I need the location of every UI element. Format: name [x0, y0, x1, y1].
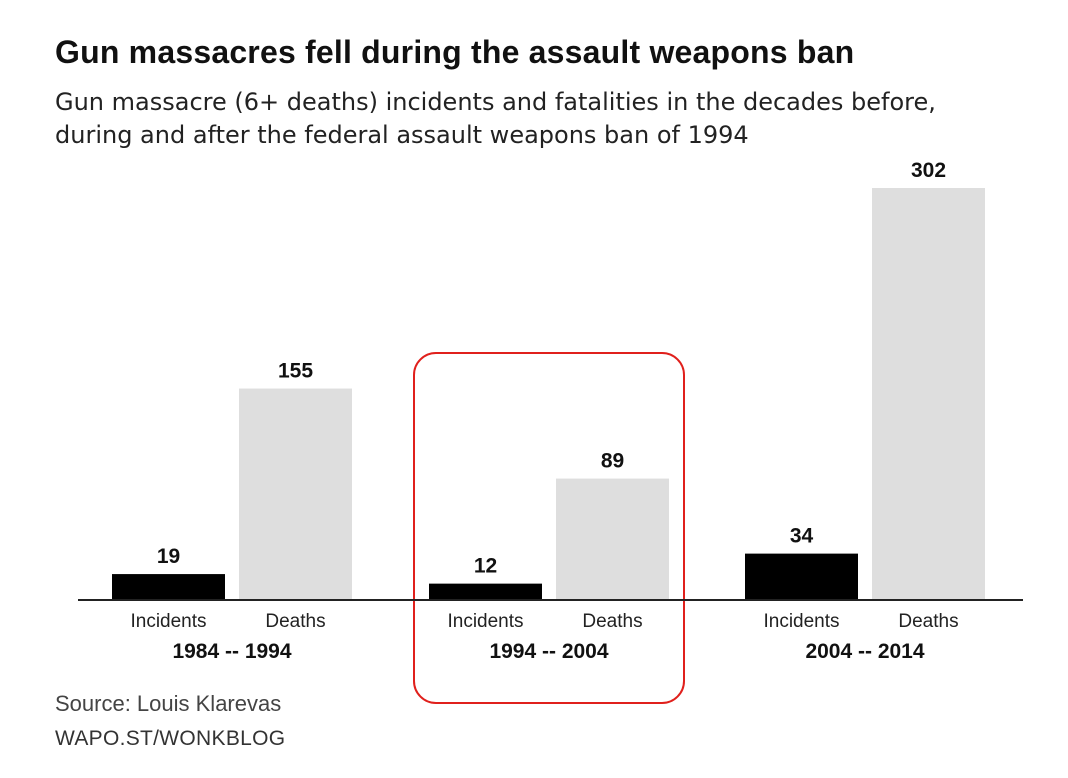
source-note: Source: Louis Klarevas [55, 691, 282, 716]
category-label-1: 1984 -- 1994 [172, 640, 291, 663]
value-label-deaths-2: 89 [601, 450, 624, 473]
series-label-deaths-3: Deaths [898, 611, 958, 632]
value-label-deaths-1: 155 [278, 360, 313, 383]
bar-incidents-3 [745, 553, 858, 600]
value-label-deaths-3: 302 [911, 159, 946, 182]
value-label-incidents-1: 19 [157, 545, 180, 568]
series-label-deaths-1: Deaths [265, 611, 325, 632]
bar-incidents-1 [112, 574, 225, 600]
chart-title: Gun massacres fell during the assault we… [55, 34, 855, 70]
series-label-incidents-2: Incidents [447, 611, 523, 632]
bar-deaths-1 [239, 388, 352, 600]
bar-incidents-2 [429, 583, 542, 600]
category-label-3: 2004 -- 2014 [805, 640, 924, 663]
series-label-incidents-1: Incidents [130, 611, 206, 632]
credit-line: WAPO.ST/WONKBLOG [55, 727, 286, 750]
chart-subtitle: Gun massacre (6+ deaths) incidents and f… [55, 88, 936, 149]
value-label-incidents-2: 12 [474, 555, 497, 578]
bar-deaths-2 [556, 478, 669, 600]
bar-deaths-3 [872, 188, 985, 600]
series-label-incidents-3: Incidents [763, 611, 839, 632]
category-label-2: 1994 -- 2004 [489, 640, 608, 663]
series-label-deaths-2: Deaths [582, 611, 642, 632]
value-label-incidents-3: 34 [790, 525, 814, 548]
highlight-box [413, 352, 685, 704]
